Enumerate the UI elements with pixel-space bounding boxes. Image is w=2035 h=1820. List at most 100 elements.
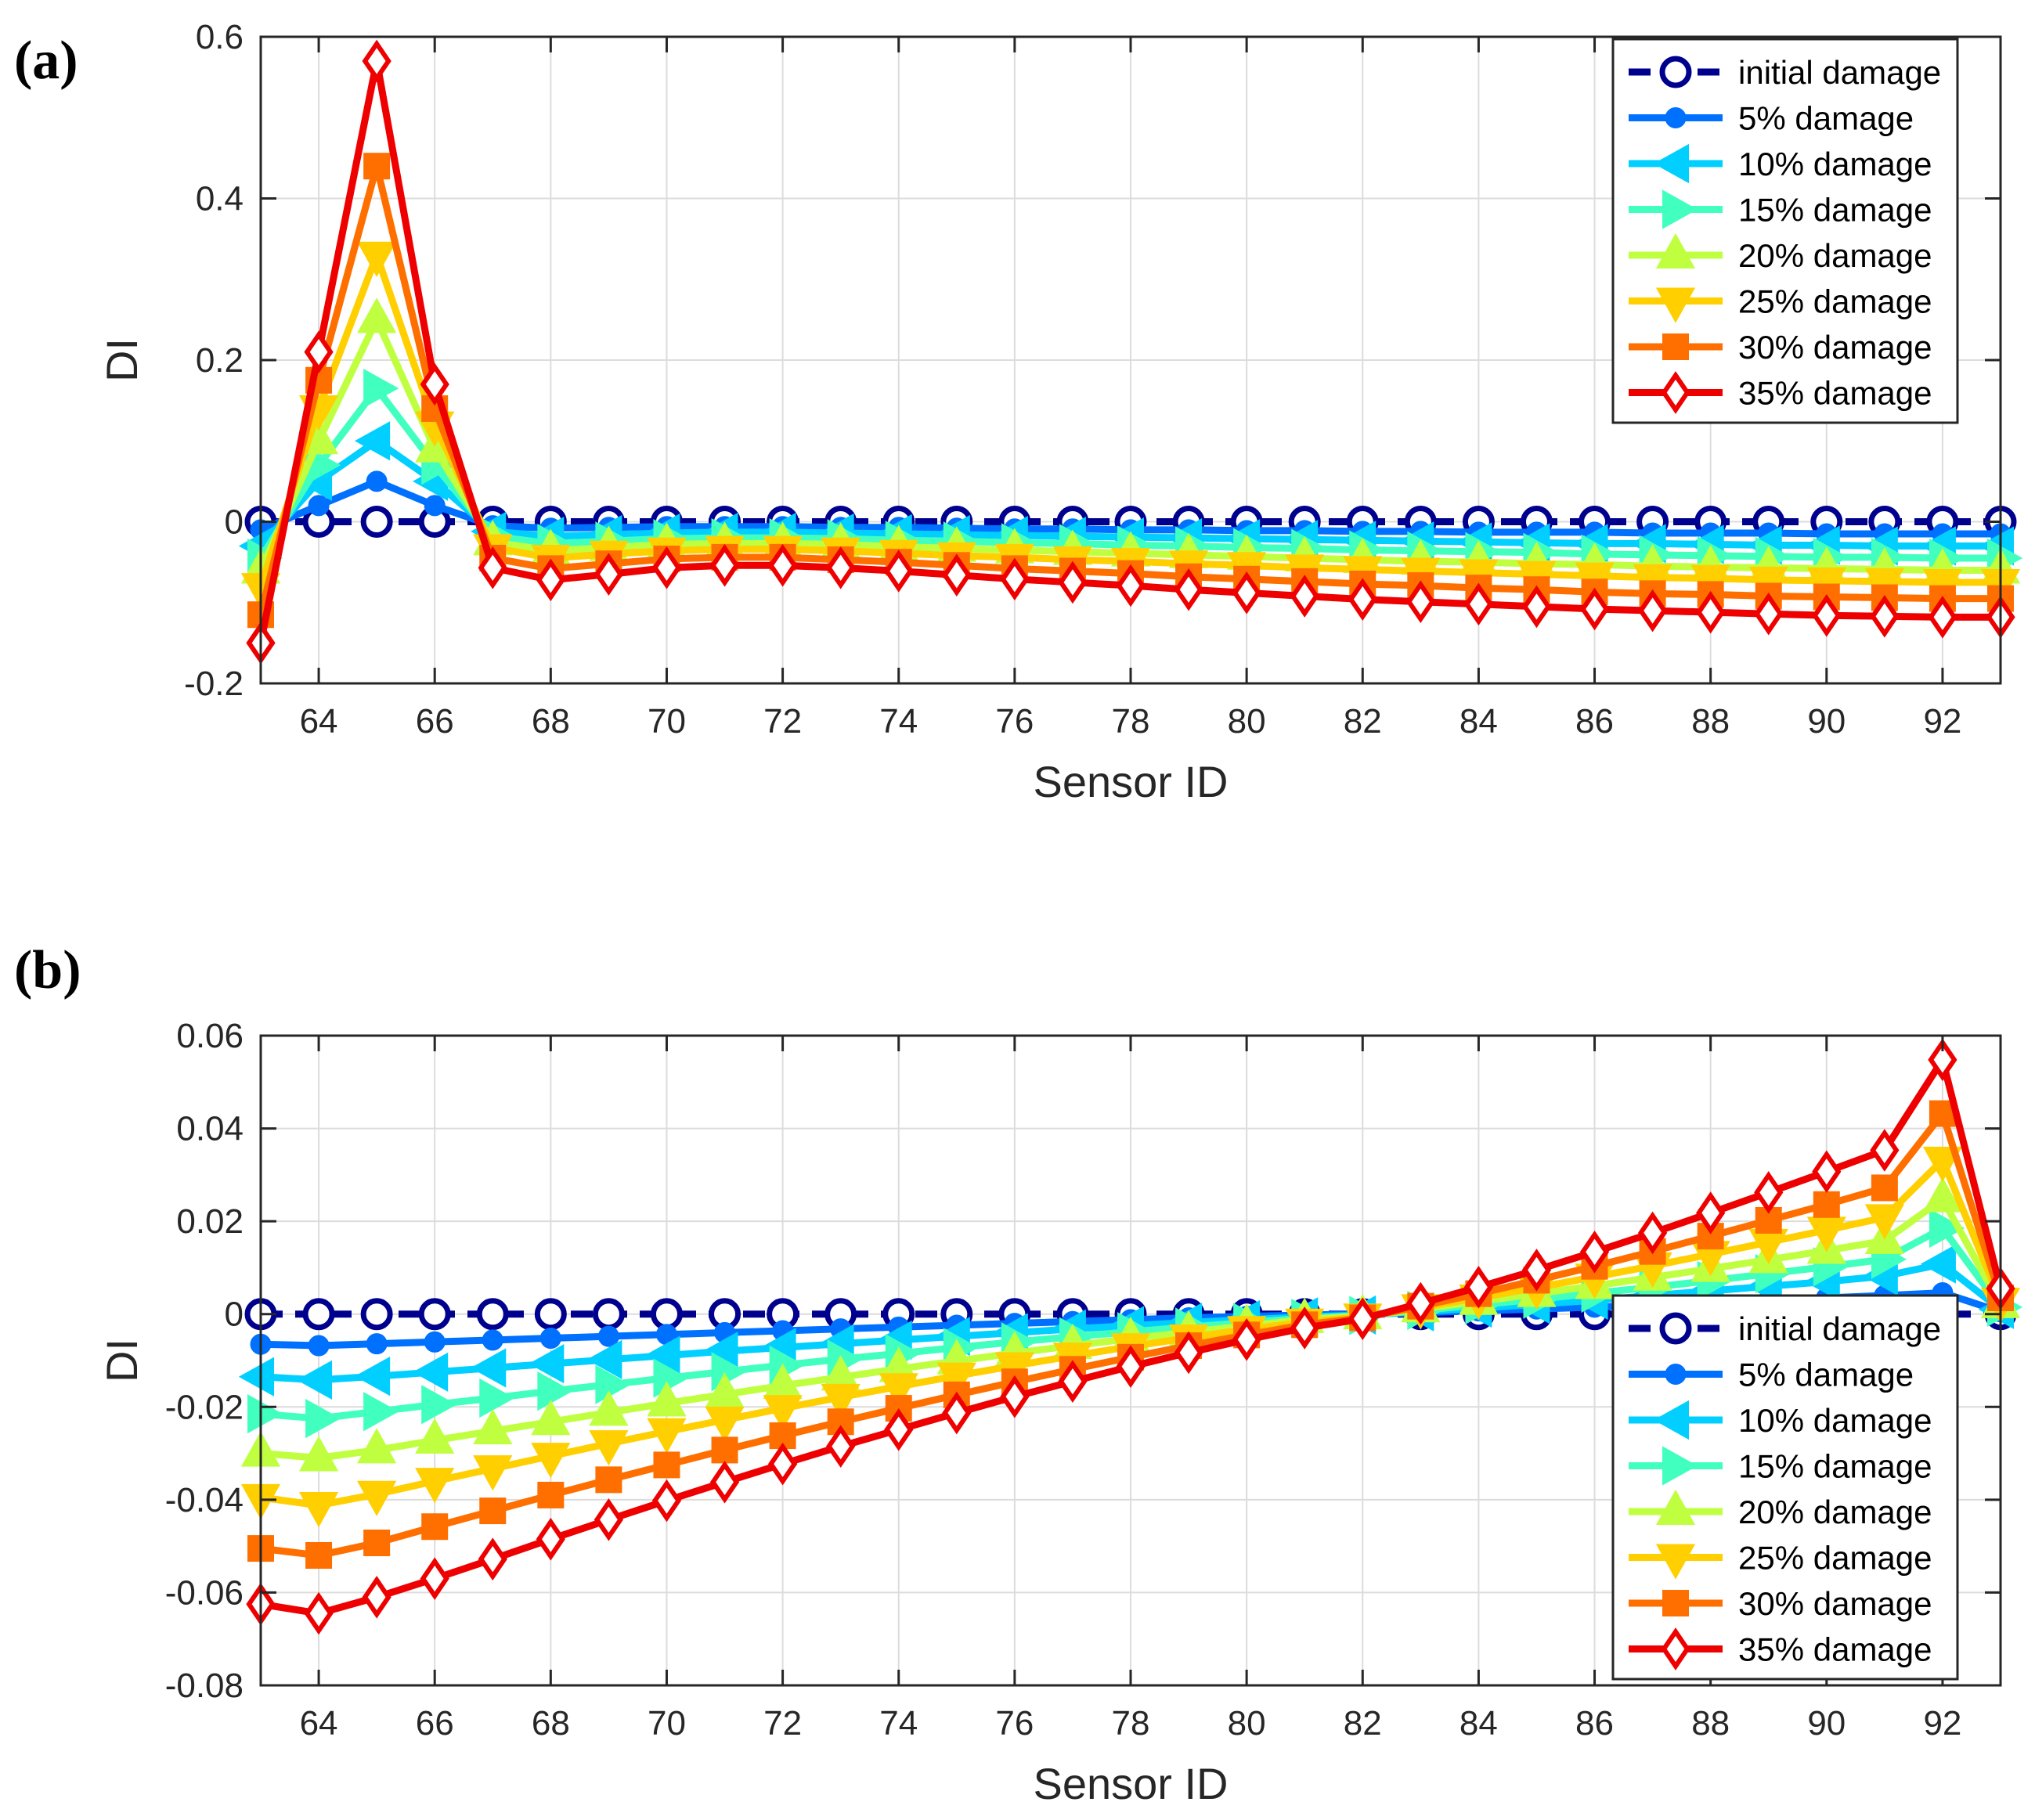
data-point xyxy=(1637,589,1668,632)
data-point xyxy=(647,1381,687,1417)
x-tick-label: 68 xyxy=(532,1704,570,1743)
data-point xyxy=(1920,1244,1956,1284)
legend-label: 10% damage xyxy=(1738,146,1932,182)
x-tick-label: 80 xyxy=(1228,702,1266,741)
data-point xyxy=(421,1513,449,1541)
data-point xyxy=(589,1430,629,1466)
data-point xyxy=(709,543,740,587)
data-point xyxy=(357,1428,397,1464)
x-tick-label: 64 xyxy=(300,702,338,741)
legend-entry: 35% damage xyxy=(1629,1627,1932,1670)
legend-label: 30% damage xyxy=(1738,1585,1932,1622)
data-point xyxy=(536,558,565,602)
x-tick-label: 84 xyxy=(1459,1704,1498,1743)
data-point xyxy=(298,1436,339,1472)
data-point xyxy=(357,1480,397,1516)
x-tick-label: 88 xyxy=(1691,1704,1730,1743)
legend-marker xyxy=(1665,107,1687,128)
legend-label: 10% damage xyxy=(1738,1402,1932,1439)
y-tick-label: 0.02 xyxy=(176,1202,244,1241)
x-tick-label: 88 xyxy=(1691,702,1730,741)
data-point xyxy=(589,1390,629,1426)
data-point xyxy=(705,1372,745,1408)
x-tick-label: 72 xyxy=(763,702,802,741)
data-point xyxy=(1290,575,1319,618)
data-point xyxy=(1405,580,1435,624)
legend-marker xyxy=(1662,189,1698,229)
data-point xyxy=(357,297,397,333)
y-tick-label: 0.2 xyxy=(196,341,244,380)
data-point xyxy=(238,1357,274,1397)
data-point xyxy=(415,1468,455,1504)
y-tick-label: -0.02 xyxy=(165,1388,244,1426)
legend-entry: 15% damage xyxy=(1629,1446,1932,1486)
data-point xyxy=(362,1576,391,1619)
data-point xyxy=(1000,1375,1030,1418)
data-point xyxy=(360,506,393,538)
data-point xyxy=(482,1329,503,1351)
y-tick-label: 0.04 xyxy=(176,1110,244,1148)
data-point xyxy=(366,1333,388,1355)
data-point xyxy=(304,1591,334,1635)
data-point xyxy=(363,1392,399,1432)
legend-entry: initial damage xyxy=(1629,1310,1941,1347)
data-point xyxy=(366,470,388,492)
legend-entry: 10% damage xyxy=(1629,1400,1932,1440)
y-axis-label: DI xyxy=(97,1339,146,1382)
data-point xyxy=(597,1325,619,1347)
x-tick-label: 76 xyxy=(995,702,1034,741)
x-tick-label: 72 xyxy=(763,1704,802,1743)
data-point xyxy=(586,1339,622,1379)
legend-marker xyxy=(1661,371,1690,414)
x-tick-label: 78 xyxy=(1112,1704,1150,1743)
data-point xyxy=(305,1399,341,1439)
legend-label: 5% damage xyxy=(1738,100,1914,137)
x-tick-label: 78 xyxy=(1112,702,1150,741)
data-point xyxy=(1232,571,1261,614)
y-tick-label: 0.06 xyxy=(176,1017,244,1055)
data-point xyxy=(653,1451,680,1479)
y-tick-label: 0.4 xyxy=(196,180,244,218)
x-tick-label: 92 xyxy=(1923,1704,1961,1743)
x-axis-label: Sensor ID xyxy=(1034,757,1229,806)
legend-entry: 30% damage xyxy=(1629,329,1932,366)
data-point xyxy=(360,1298,393,1331)
data-point xyxy=(539,1328,561,1350)
data-point xyxy=(1405,1281,1435,1325)
legend-marker xyxy=(1653,1400,1689,1440)
data-point xyxy=(473,1408,513,1445)
data-point xyxy=(363,369,399,409)
data-point xyxy=(308,495,330,517)
legend-label: 25% damage xyxy=(1738,283,1932,320)
data-point xyxy=(1232,1317,1261,1361)
data-point xyxy=(1812,1150,1842,1194)
data-point xyxy=(1058,560,1088,604)
data-point xyxy=(418,1298,451,1331)
data-point xyxy=(1870,1129,1900,1172)
data-point xyxy=(1290,1306,1319,1350)
data-point xyxy=(595,1466,622,1494)
data-point xyxy=(1928,1038,1957,1082)
data-point xyxy=(1928,596,1957,639)
data-point xyxy=(298,1491,339,1528)
legend-entry: 5% damage xyxy=(1629,100,1914,137)
data-point xyxy=(1696,590,1726,634)
data-point xyxy=(537,1371,573,1411)
y-tick-label: -0.2 xyxy=(184,665,244,703)
chart-panel-0: 64 66 68 70 72 74 76 78 80 82 84 86 88 90 92 -0.2 0 0.2 0.… xyxy=(14,18,2023,806)
data-point xyxy=(1348,1297,1377,1340)
y-tick-label: -0.04 xyxy=(165,1481,244,1519)
data-point xyxy=(1696,1191,1726,1234)
data-point xyxy=(1754,1171,1784,1214)
data-point xyxy=(1000,557,1030,601)
legend: initial damage 5% damage 10% damage 15% dam… xyxy=(1611,38,1959,424)
data-point xyxy=(651,546,682,589)
data-point xyxy=(476,1298,509,1331)
data-point xyxy=(1174,568,1203,611)
y-tick-label: 0.6 xyxy=(196,18,244,56)
x-tick-label: 82 xyxy=(1344,1704,1382,1743)
data-point xyxy=(644,1335,680,1375)
legend-marker xyxy=(1662,333,1689,360)
legend-entry: 25% damage xyxy=(1629,283,1932,323)
